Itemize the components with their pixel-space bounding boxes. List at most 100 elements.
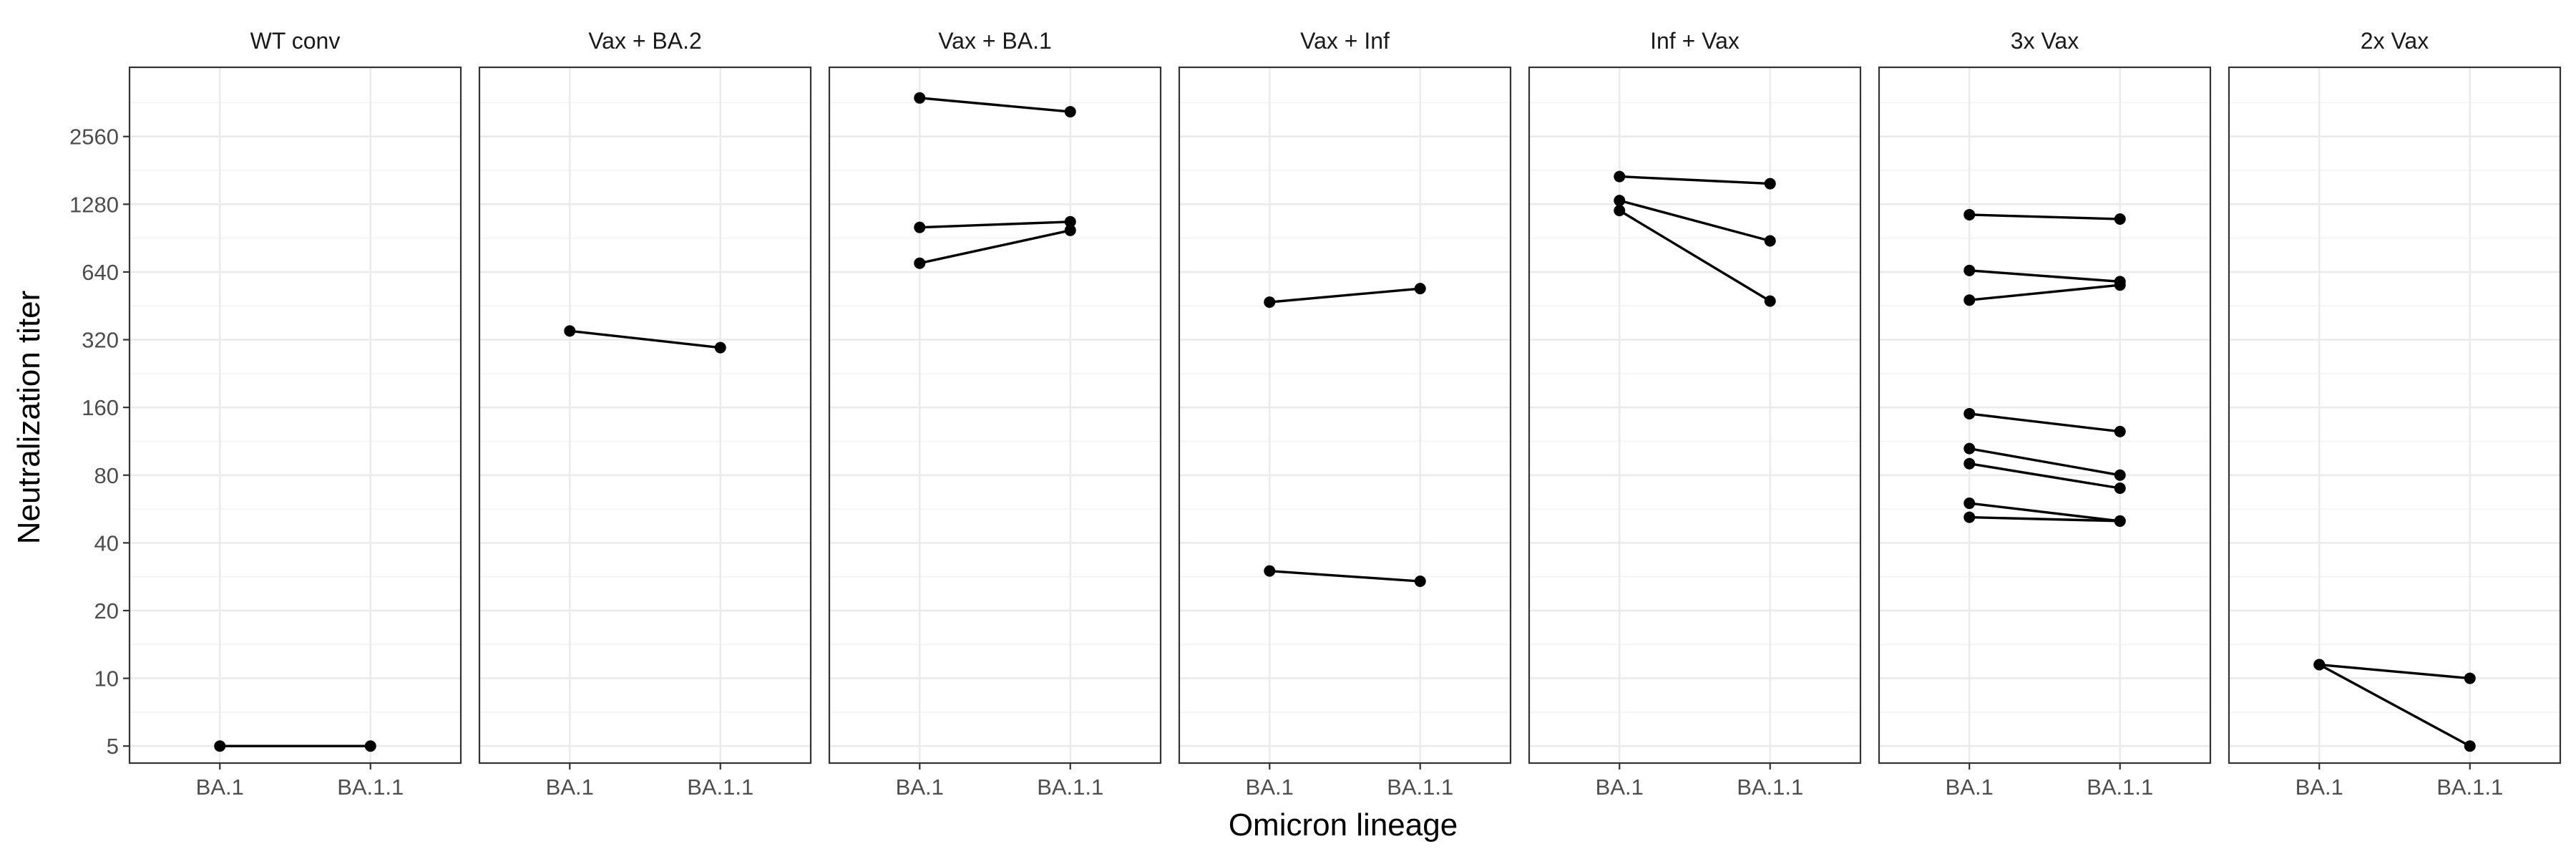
data-point bbox=[1064, 106, 1076, 118]
pair-line bbox=[1619, 175, 1770, 185]
x-tick-label: BA.1.1 bbox=[1387, 775, 1453, 800]
pair-line bbox=[1969, 283, 2120, 301]
data-point bbox=[2114, 482, 2126, 494]
data-point bbox=[914, 221, 926, 233]
data-point bbox=[714, 341, 726, 354]
data-point bbox=[1963, 407, 1976, 419]
x-tick-label: BA.1 bbox=[1946, 775, 1994, 800]
x-tick-label: BA.1.1 bbox=[1737, 775, 1803, 800]
pair-line bbox=[2319, 663, 2470, 680]
data-point bbox=[2114, 469, 2126, 481]
panel-border bbox=[1178, 66, 1512, 765]
data-point bbox=[1963, 294, 1976, 306]
data-point bbox=[564, 325, 576, 337]
data-point bbox=[1764, 295, 1776, 307]
facet-panel: Vax + BA.1 BA.1 BA.1.1 bbox=[828, 28, 1162, 800]
pair-line bbox=[1269, 287, 1420, 304]
facet-title: 2x Vax bbox=[2361, 28, 2429, 54]
pair-line bbox=[1269, 569, 1420, 583]
data-point bbox=[2114, 213, 2126, 225]
data-point bbox=[2464, 672, 2476, 684]
data-point bbox=[1064, 224, 1076, 236]
data-point bbox=[914, 92, 926, 104]
x-tick-label: BA.1 bbox=[1596, 775, 1644, 800]
pair-line bbox=[1619, 209, 1771, 303]
data-point bbox=[1264, 565, 1276, 577]
x-tick-label: BA.1.1 bbox=[337, 775, 404, 800]
facet-title: Vax + BA.1 bbox=[938, 28, 1052, 54]
x-tick-label: BA.1 bbox=[2296, 775, 2343, 800]
data-point bbox=[914, 257, 926, 269]
x-axis-title: Omicron lineage bbox=[1229, 807, 1458, 843]
y-axis: 5 10 20 40 80 160 320 640 1280 2560 bbox=[69, 125, 130, 759]
facet-title: Vax + Inf bbox=[1300, 28, 1390, 54]
y-tick-label: 1280 bbox=[69, 192, 119, 217]
x-tick-label: BA.1.1 bbox=[2436, 775, 2503, 800]
facet-panel: 2x Vax BA.1 BA.1.1 bbox=[2228, 28, 2562, 800]
y-tick-label: 80 bbox=[94, 463, 119, 488]
data-point bbox=[1414, 576, 1426, 588]
y-tick-label: 640 bbox=[82, 260, 119, 285]
pair-line bbox=[1969, 269, 2120, 283]
pair-line bbox=[1969, 213, 2120, 220]
y-tick-label: 40 bbox=[94, 530, 119, 555]
facet-panel: Vax + Inf BA.1 BA.1.1 bbox=[1178, 28, 1512, 800]
pair-line bbox=[1969, 412, 2120, 433]
pair-line bbox=[1968, 447, 2121, 477]
pair-line bbox=[570, 329, 721, 349]
x-tick-label: BA.1 bbox=[546, 775, 594, 800]
data-point bbox=[1963, 511, 1976, 523]
facet-panel: WT conv BA.1 BA.1.1 bbox=[128, 28, 462, 800]
panel-border bbox=[2228, 66, 2562, 765]
pair-line bbox=[919, 97, 1070, 113]
data-point bbox=[214, 740, 226, 752]
panel-border bbox=[828, 66, 1162, 765]
data-point bbox=[1764, 178, 1776, 190]
data-point bbox=[2464, 740, 2476, 752]
pair-line bbox=[2318, 664, 2471, 747]
y-tick-label: 10 bbox=[94, 666, 119, 691]
data-point bbox=[1414, 283, 1426, 295]
y-axis-title: Neutralization titer bbox=[11, 291, 47, 545]
y-tick-label: 320 bbox=[82, 328, 119, 353]
panel-border bbox=[1878, 66, 2212, 765]
x-tick-label: BA.1.1 bbox=[1037, 775, 1103, 800]
data-point bbox=[1963, 208, 1976, 220]
pair-line bbox=[919, 229, 1071, 265]
y-tick-label: 2560 bbox=[69, 125, 119, 150]
data-point bbox=[1963, 264, 1976, 276]
pair-line bbox=[1969, 515, 2120, 523]
pair-line bbox=[1619, 199, 1771, 243]
x-tick-label: BA.1 bbox=[196, 775, 244, 800]
data-point bbox=[2114, 515, 2126, 527]
x-tick-label: BA.1.1 bbox=[687, 775, 753, 800]
pair-line bbox=[1969, 502, 2120, 523]
facet-panel: Inf + Vax BA.1 BA.1.1 bbox=[1528, 28, 1862, 800]
data-point bbox=[1963, 442, 1976, 455]
x-tick-label: BA.1 bbox=[1246, 775, 1294, 800]
facet-title: Inf + Vax bbox=[1650, 28, 1740, 54]
facet-title: Vax + BA.2 bbox=[588, 28, 702, 54]
y-tick-label: 5 bbox=[107, 734, 119, 759]
data-point bbox=[1764, 235, 1776, 247]
facet-panel: 3x Vax BA.1 BA.1.1 bbox=[1878, 28, 2212, 800]
data-point bbox=[2114, 279, 2126, 291]
data-point bbox=[1963, 457, 1976, 470]
data-point bbox=[1264, 296, 1276, 309]
data-point bbox=[2114, 425, 2126, 437]
facet-panel: Vax + BA.2 BA.1 BA.1.1 bbox=[478, 28, 812, 800]
y-tick-label: 160 bbox=[82, 395, 119, 420]
panel-border bbox=[128, 66, 462, 765]
data-point bbox=[1614, 205, 1626, 217]
panel-border bbox=[1528, 66, 1862, 765]
panel-border bbox=[478, 66, 812, 765]
facet-title: WT conv bbox=[250, 28, 341, 54]
pair-line bbox=[1968, 462, 2121, 490]
x-tick-label: BA.1 bbox=[896, 775, 944, 800]
facet-title: 3x Vax bbox=[2011, 28, 2079, 54]
data-point bbox=[1064, 215, 1076, 228]
data-point bbox=[1614, 170, 1626, 183]
data-point bbox=[1963, 498, 1976, 510]
data-point bbox=[1614, 195, 1626, 207]
